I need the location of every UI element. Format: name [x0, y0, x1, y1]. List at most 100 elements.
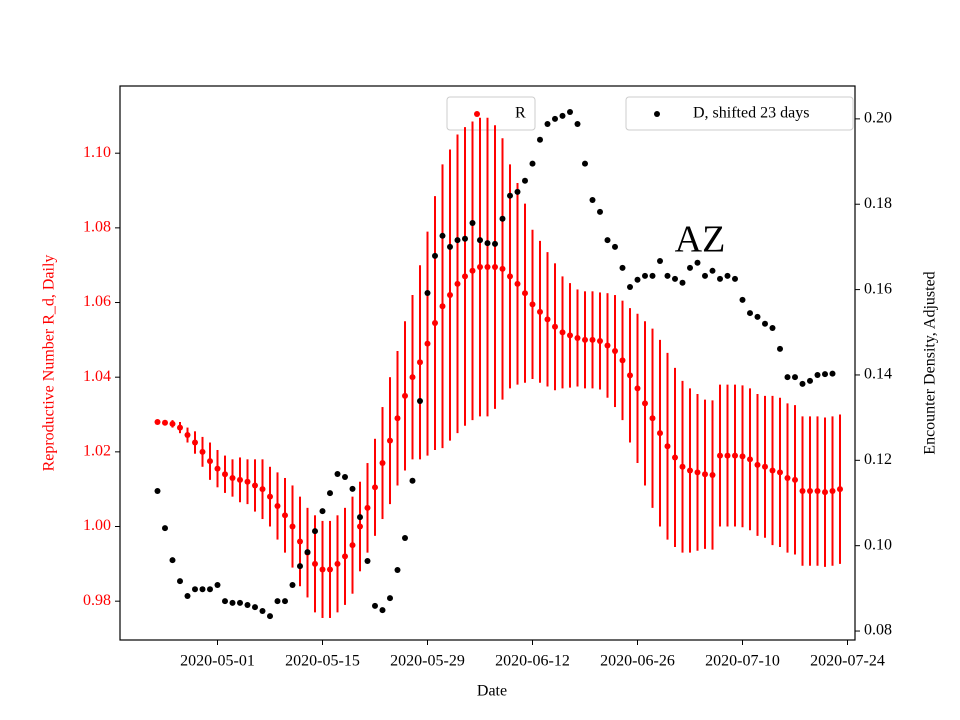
- point: [597, 208, 603, 215]
- point: [304, 549, 311, 556]
- point: [387, 595, 393, 602]
- point: [162, 419, 168, 426]
- point: [297, 563, 303, 570]
- point: [184, 432, 191, 439]
- point: [327, 490, 333, 497]
- point: [709, 267, 716, 274]
- plot-frame: [119, 85, 856, 641]
- point: [462, 273, 468, 280]
- point: [814, 488, 821, 495]
- point: [717, 275, 723, 282]
- point: [469, 220, 476, 227]
- x-tick-label: 2020-06-26: [600, 653, 675, 670]
- point: [207, 586, 213, 593]
- point: [649, 415, 656, 422]
- point: [784, 374, 791, 381]
- point: [807, 377, 813, 384]
- point: [454, 237, 461, 244]
- point: [334, 560, 341, 567]
- point: [402, 392, 408, 399]
- legend-marker: [654, 111, 660, 117]
- point: [514, 280, 521, 287]
- point: [214, 581, 221, 588]
- point: [514, 188, 521, 195]
- point: [642, 272, 648, 279]
- point: [447, 243, 453, 250]
- point: [522, 290, 528, 297]
- point: [342, 473, 348, 480]
- point: [687, 264, 693, 271]
- point: [657, 430, 663, 437]
- point: [702, 471, 708, 478]
- point: [199, 586, 206, 593]
- point: [507, 192, 513, 199]
- point: [762, 320, 768, 327]
- point: [499, 265, 506, 272]
- point: [732, 275, 738, 282]
- point: [244, 602, 251, 609]
- point: [807, 488, 813, 495]
- point: [282, 512, 288, 519]
- point: [162, 525, 168, 532]
- point: [402, 534, 408, 541]
- point: [649, 272, 656, 279]
- point: [357, 523, 363, 530]
- point: [192, 439, 198, 446]
- point: [754, 313, 761, 320]
- point: [499, 215, 506, 222]
- point: [679, 279, 686, 286]
- point: [814, 371, 821, 378]
- point: [379, 607, 386, 614]
- point: [409, 477, 416, 484]
- point: [559, 329, 566, 336]
- point: [319, 566, 326, 573]
- x-axis-label: Date: [477, 683, 507, 700]
- point: [552, 115, 558, 122]
- point: [687, 467, 693, 474]
- point: [582, 160, 588, 167]
- y2-axis-label: Encounter Density, Adjusted: [922, 271, 939, 454]
- point: [424, 290, 431, 297]
- point: [724, 452, 731, 459]
- point: [229, 474, 236, 481]
- point: [154, 418, 161, 425]
- point: [484, 264, 491, 271]
- point: [252, 482, 258, 489]
- point: [267, 493, 273, 500]
- point: [364, 558, 371, 565]
- point: [769, 325, 776, 332]
- point: [492, 264, 498, 271]
- point: [709, 471, 716, 478]
- y2-tick-label: 0.18: [864, 195, 892, 212]
- point: [372, 484, 378, 491]
- point: [694, 259, 701, 266]
- point: [529, 301, 536, 308]
- point: [762, 463, 768, 470]
- point: [574, 120, 581, 127]
- point: [349, 485, 356, 492]
- x-tick-label: 2020-06-12: [495, 653, 570, 670]
- point: [664, 443, 671, 450]
- y-tick-label: 1.06: [83, 293, 111, 310]
- point: [679, 463, 686, 470]
- point: [424, 340, 431, 347]
- point: [334, 470, 341, 477]
- y2-tick-label: 0.14: [864, 366, 892, 383]
- point: [237, 476, 243, 483]
- point: [409, 374, 416, 381]
- point: [372, 602, 378, 609]
- point: [642, 400, 648, 407]
- point: [432, 320, 438, 327]
- y-tick-label: 1.04: [83, 368, 111, 385]
- point: [177, 578, 183, 585]
- point: [342, 553, 348, 560]
- point: [252, 604, 258, 611]
- y-tick-label: 1.00: [83, 517, 111, 534]
- point: [207, 458, 213, 465]
- point: [387, 437, 393, 444]
- point: [582, 336, 588, 343]
- point: [634, 385, 641, 392]
- point: [447, 292, 453, 299]
- point: [537, 136, 543, 143]
- point: [619, 264, 626, 271]
